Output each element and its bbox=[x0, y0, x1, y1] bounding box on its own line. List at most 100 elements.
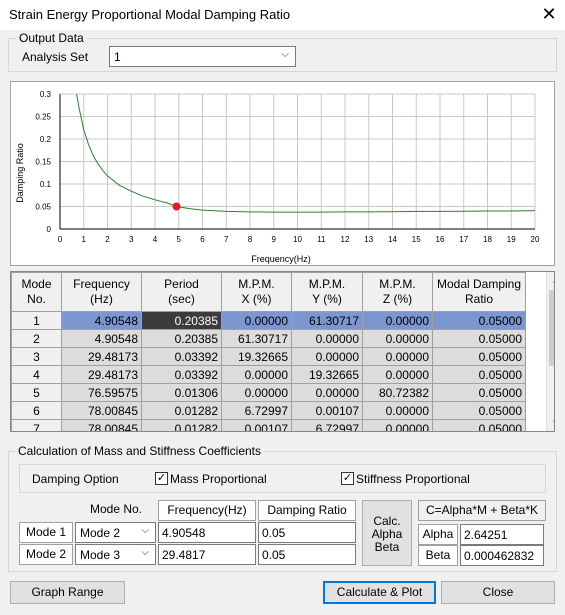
table-cell[interactable]: 0.00000 bbox=[362, 401, 433, 420]
frequency-header: Frequency(Hz) bbox=[158, 500, 256, 521]
table-cell[interactable]: 4.90548 bbox=[61, 329, 142, 348]
scroll-thumb[interactable] bbox=[549, 290, 554, 366]
table-cell[interactable]: 29.48173 bbox=[61, 347, 142, 366]
table-cell[interactable]: 19.32665 bbox=[291, 365, 363, 384]
table-row[interactable]: 2 4.90548 0.20385 61.30717 0.00000 0.00000 0.0… bbox=[11, 329, 526, 348]
x-tick-label: 9 bbox=[272, 235, 277, 244]
table-cell[interactable]: 0.05000 bbox=[432, 311, 526, 330]
table-scrollbar[interactable]: ▲ ▼ bbox=[546, 272, 554, 431]
graph-range-button[interactable]: Graph Range bbox=[10, 581, 125, 604]
x-tick-label: 0 bbox=[58, 235, 63, 244]
table-row[interactable]: 3 29.48173 0.03392 19.32665 0.00000 0.00000 0.… bbox=[11, 347, 526, 366]
table-cell[interactable]: 78.00845 bbox=[61, 419, 142, 431]
calc-button-line: Calc. bbox=[373, 514, 401, 528]
row-header-cell[interactable]: 4 bbox=[11, 365, 62, 384]
calculate-plot-button[interactable]: Calculate & Plot bbox=[323, 581, 436, 604]
table-row[interactable]: 6 78.00845 0.01282 6.72997 0.00107 0.00000 0.0… bbox=[11, 401, 526, 420]
table-cell[interactable]: 0.05000 bbox=[432, 419, 526, 431]
table-header-cell[interactable]: M.P.M. Y (%) bbox=[291, 272, 363, 312]
table-cell[interactable]: 0.00107 bbox=[291, 401, 363, 420]
table-cell[interactable]: 0.00000 bbox=[362, 365, 433, 384]
scroll-up-icon[interactable]: ▲ bbox=[547, 272, 554, 289]
table-header-cell[interactable]: Mode No. bbox=[11, 272, 62, 312]
table-cell[interactable]: 0.00000 bbox=[362, 311, 433, 330]
table-cell[interactable]: 78.00845 bbox=[61, 401, 142, 420]
table-cell[interactable]: 0.05000 bbox=[432, 365, 526, 384]
table-cell[interactable]: 0.00000 bbox=[362, 347, 433, 366]
x-tick-label: 1 bbox=[82, 235, 87, 244]
table-cell[interactable]: 0.01282 bbox=[141, 419, 222, 431]
table-cell[interactable]: 0.05000 bbox=[432, 347, 526, 366]
y-tick-label: 0 bbox=[47, 225, 52, 234]
row-header-cell[interactable]: 3 bbox=[11, 347, 62, 366]
row-header-cell[interactable]: 5 bbox=[11, 383, 62, 402]
table-cell[interactable]: 76.59575 bbox=[61, 383, 142, 402]
table-row[interactable]: 7 78.00845 0.01282 0.00107 6.72997 0.00000 0.0… bbox=[11, 419, 526, 431]
row-header-cell[interactable]: 6 bbox=[11, 401, 62, 420]
chevron-down-icon: ⌵ bbox=[141, 547, 149, 558]
table-cell[interactable]: 0.00000 bbox=[221, 365, 292, 384]
y-tick-label: 0.15 bbox=[35, 158, 51, 167]
mass-proportional-label[interactable]: Mass Proportional bbox=[170, 472, 267, 486]
calc-alpha-beta-button[interactable]: Calc. Alpha Beta bbox=[362, 500, 412, 566]
table-cell[interactable]: 0.00000 bbox=[291, 329, 363, 348]
table-cell[interactable]: 0.05000 bbox=[432, 329, 526, 348]
table-header-cell[interactable]: Modal Damping Ratio bbox=[432, 272, 526, 312]
frequency2-input[interactable]: 29.4817 bbox=[158, 544, 256, 565]
table-cell[interactable]: 0.00000 bbox=[291, 347, 363, 366]
x-tick-label: 10 bbox=[293, 235, 302, 244]
table-cell[interactable]: 0.01306 bbox=[141, 383, 222, 402]
table-cell[interactable]: 0.05000 bbox=[432, 383, 526, 402]
table-cell[interactable]: 0.05000 bbox=[432, 401, 526, 420]
table-header-cell[interactable]: Frequency (Hz) bbox=[61, 272, 142, 312]
table-cell[interactable]: 0.03392 bbox=[141, 365, 222, 384]
table-cell[interactable]: 0.00000 bbox=[221, 311, 292, 330]
stiffness-proportional-checkbox[interactable]: ✓ bbox=[341, 472, 354, 485]
scroll-down-icon[interactable]: ▼ bbox=[547, 414, 554, 431]
table-row[interactable]: 5 76.59575 0.01306 0.00000 0.00000 80.72382 0.… bbox=[11, 383, 526, 402]
table-cell[interactable]: 61.30717 bbox=[221, 329, 292, 348]
damping-option-label: Damping Option bbox=[32, 472, 119, 486]
table-cell[interactable]: 0.20385 bbox=[141, 311, 222, 330]
mode1-select-value: Mode 2 bbox=[80, 526, 121, 540]
table-cell[interactable]: 61.30717 bbox=[291, 311, 363, 330]
row-header-cell[interactable]: 2 bbox=[11, 329, 62, 348]
stiffness-proportional-label[interactable]: Stiffness Proportional bbox=[356, 472, 470, 486]
table-cell[interactable]: 4.90548 bbox=[61, 311, 142, 330]
x-tick-label: 16 bbox=[436, 235, 445, 244]
mass-proportional-checkbox[interactable]: ✓ bbox=[155, 472, 168, 485]
table-header-cell[interactable]: M.P.M. Z (%) bbox=[362, 272, 433, 312]
x-tick-label: 11 bbox=[317, 235, 326, 244]
table-cell[interactable]: 19.32665 bbox=[221, 347, 292, 366]
frequency1-input[interactable]: 4.90548 bbox=[158, 522, 256, 543]
beta-label: Beta bbox=[418, 545, 458, 566]
chevron-down-icon: ⌵ bbox=[281, 49, 289, 60]
table-cell[interactable]: 0.00107 bbox=[221, 419, 292, 431]
mode2-select[interactable]: Mode 3 ⌵ bbox=[75, 544, 156, 565]
table-cell[interactable]: 0.03392 bbox=[141, 347, 222, 366]
damping2-input[interactable]: 0.05 bbox=[258, 544, 356, 565]
close-icon[interactable]: ✕ bbox=[541, 4, 557, 24]
table-cell[interactable]: 6.72997 bbox=[221, 401, 292, 420]
table-cell[interactable]: 0.00000 bbox=[362, 329, 433, 348]
table-header-cell[interactable]: Period (sec) bbox=[141, 272, 222, 312]
mode1-select[interactable]: Mode 2 ⌵ bbox=[75, 522, 156, 543]
table-cell[interactable]: 6.72997 bbox=[291, 419, 363, 431]
table-cell[interactable]: 0.01282 bbox=[141, 401, 222, 420]
table-cell[interactable]: 80.72382 bbox=[362, 383, 433, 402]
close-button[interactable]: Close bbox=[441, 581, 555, 604]
row-header-cell[interactable]: 1 bbox=[11, 311, 62, 330]
table-row[interactable]: 4 29.48173 0.03392 0.00000 19.32665 0.00000 0.… bbox=[11, 365, 526, 384]
analysis-set-select[interactable]: 1 ⌵ bbox=[109, 46, 296, 67]
table-cell[interactable]: 0.00000 bbox=[291, 383, 363, 402]
table-cell[interactable]: 0.00000 bbox=[362, 419, 433, 431]
damping1-input[interactable]: 0.05 bbox=[258, 522, 356, 543]
x-tick-label: 19 bbox=[507, 235, 516, 244]
table-row[interactable]: 1 4.90548 0.20385 0.00000 61.30717 0.00000 0.0… bbox=[11, 311, 526, 330]
table-cell[interactable]: 0.20385 bbox=[141, 329, 222, 348]
table-header-cell[interactable]: M.P.M. X (%) bbox=[221, 272, 292, 312]
row-header-cell[interactable]: 7 bbox=[11, 419, 62, 431]
table-cell[interactable]: 0.00000 bbox=[221, 383, 292, 402]
table-cell[interactable]: 29.48173 bbox=[61, 365, 142, 384]
chart-series bbox=[76, 93, 536, 213]
